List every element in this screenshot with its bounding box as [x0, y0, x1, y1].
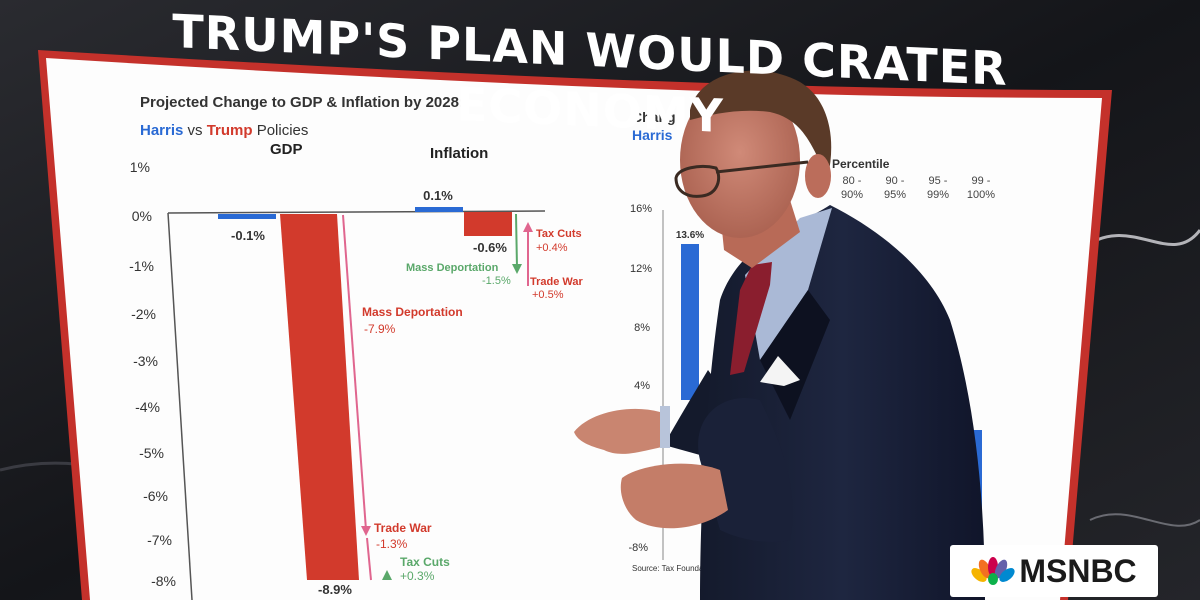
y-tick: 0%	[132, 208, 152, 224]
pocket-square	[760, 356, 800, 386]
glasses-arm	[715, 160, 809, 174]
arrow-head	[361, 526, 371, 536]
y-tick: -5%	[139, 445, 164, 461]
trade-war-inf-value: +0.5%	[532, 289, 564, 301]
column-label: 90 -	[886, 175, 905, 187]
tax-cuts-arrow	[382, 570, 392, 580]
peacock-icon	[971, 557, 1015, 585]
column-label: 90%	[841, 189, 863, 201]
trade-war-gdp-label: Trade War	[374, 521, 432, 535]
network-name: MSNBC	[1019, 552, 1137, 589]
presenter-head	[680, 82, 800, 238]
gdp-trump-label: -8.9%	[318, 582, 352, 597]
y-tick: -1%	[129, 258, 154, 274]
y-tick: 16%	[630, 203, 652, 215]
mass-deportation-inf-arrow	[515, 213, 518, 269]
subtitle-trump: Trump	[207, 122, 253, 139]
shirt-cuff	[660, 406, 670, 448]
presenter-tie	[730, 262, 772, 375]
inflation-header: Inflation	[430, 145, 488, 162]
right-harris-bar	[681, 244, 699, 400]
y-tick: -4%	[135, 399, 160, 415]
subtitle-harris: Harris	[140, 122, 183, 139]
column-label: 95%	[884, 189, 906, 201]
column-label: 100%	[967, 189, 995, 201]
column-label: 95 -	[929, 175, 948, 187]
source-note: Source: Tax Foundatio	[632, 564, 712, 573]
gdp-harris-label: -0.1%	[231, 228, 265, 243]
y-tick: -8%	[628, 542, 648, 554]
right-bar-label: 13.6%	[676, 230, 704, 241]
percentile-label: e Percentile	[822, 157, 890, 171]
y-tick: 8%	[634, 322, 650, 334]
chart-subtitle: Harris vs Trump Policies	[140, 122, 308, 139]
subtitle-vs: vs	[183, 122, 206, 139]
y-tick: -7%	[147, 532, 172, 548]
trade-war-gdp-value: -1.3%	[376, 537, 408, 551]
y-tick: -3%	[133, 353, 158, 369]
tax-cuts-gdp-label: Tax Cuts	[400, 555, 450, 569]
mass-deportation-inf-value: -1.5%	[482, 275, 511, 287]
gdp-header: GDP	[270, 141, 303, 158]
presenter-lapel	[760, 290, 830, 420]
mass-deportation-gdp-value: -7.9%	[364, 322, 396, 336]
zero-line	[167, 210, 546, 214]
column-label: 99 -	[972, 175, 991, 187]
tax-cuts-inf-label: Tax Cuts	[536, 228, 582, 240]
y-tick: -8%	[151, 573, 176, 589]
y-tick: -2%	[131, 306, 156, 322]
inflation-trump-label: -0.6%	[473, 240, 507, 255]
y-tick: -6%	[143, 488, 168, 504]
arrow-head	[512, 264, 522, 274]
y-tick: 1%	[130, 159, 150, 175]
inflation-harris-bar	[415, 207, 463, 212]
column-label: 80 -	[843, 175, 862, 187]
trade-war-inf-label: Trade War	[530, 276, 583, 288]
arrow-head	[523, 222, 533, 232]
mass-deportation-gdp-label: Mass Deportation	[362, 305, 463, 319]
tax-cuts-gdp-value: +0.3%	[400, 569, 435, 583]
inflation-trump-bar	[464, 212, 512, 236]
right-chart-title: Chang	[632, 109, 676, 125]
presenter	[574, 70, 985, 600]
studio-light-streak	[1089, 513, 1200, 527]
tax-cuts-inf-value: +0.4%	[536, 242, 568, 254]
mass-deportation-arrow	[342, 214, 367, 531]
chart-title: Projected Change to GDP & Inflation by 2…	[140, 94, 464, 111]
gdp-trump-bar	[280, 214, 359, 580]
subtitle-end: Policies	[253, 122, 309, 139]
presenter-hair	[690, 70, 832, 176]
presenter-hand	[574, 408, 666, 454]
gdp-harris-bar	[218, 214, 276, 219]
trade-war-arrow	[366, 537, 372, 581]
right-y-ticks: 16% 12% 8% 4% -8%	[628, 203, 652, 554]
column-label: 99%	[927, 189, 949, 201]
glasses-icon	[674, 164, 721, 198]
mass-deportation-inf-label: Mass Deportation	[406, 262, 499, 274]
presenter-ear	[805, 154, 831, 198]
percentile-columns: 80 - 90% 90 - 95% 95 - 99% 99 - 100%	[841, 175, 995, 201]
network-logo: MSNBC	[950, 545, 1158, 597]
right-chart-subtitle: Harris	[632, 127, 673, 143]
presenter-hand	[620, 463, 728, 529]
inflation-harris-label: 0.1%	[423, 188, 453, 203]
y-tick: 4%	[634, 380, 650, 392]
presenter-shirt	[745, 208, 832, 360]
y-axis-line	[167, 212, 193, 600]
y-tick: 12%	[630, 263, 652, 275]
y-axis-ticks: 1% 0% -1% -2% -3% -4% -5% -6% -7% -8%	[129, 159, 176, 589]
